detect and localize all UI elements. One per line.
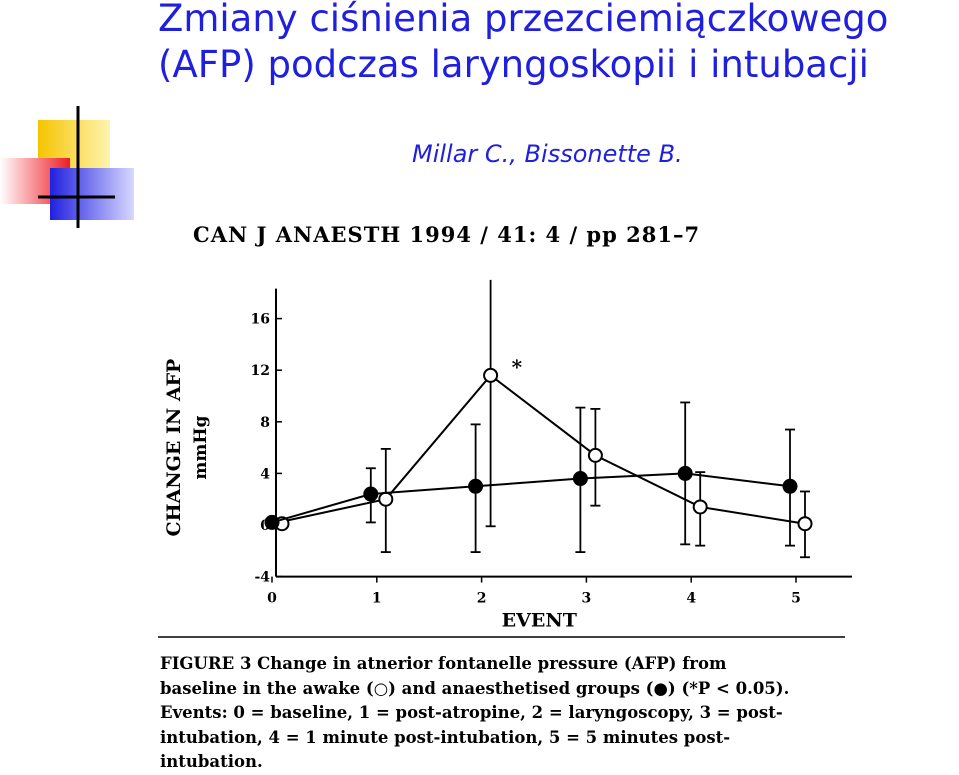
awake-data-point — [378, 491, 394, 507]
y-axis-unit: mmHg — [191, 416, 211, 480]
caption-line-5: intubation. — [160, 752, 263, 771]
significance-annotation: * — [512, 355, 523, 379]
y-tick-label: 8 — [260, 415, 270, 431]
x-tick-label: 1 — [372, 591, 382, 607]
anaesthetised-data-point — [363, 486, 379, 502]
x-tick-label: 2 — [477, 591, 487, 607]
anaesthetised-data-point — [264, 514, 280, 530]
awake-data-point — [797, 516, 813, 532]
y-axis-label: CHANGE IN AFP — [163, 359, 185, 537]
y-tick-label: 0 — [260, 518, 270, 534]
slide-title-line2: (AFP) podczas laryngoskopii i intubacji — [158, 43, 869, 86]
caption-line-2: baseline in the awake (○) and anaestheti… — [160, 678, 790, 698]
awake-data-point — [692, 499, 708, 515]
journal-reference: CAN J ANAESTH 1994 / 41: 4 / pp 281–7 — [193, 222, 701, 247]
y-tick-label: 4 — [260, 466, 270, 482]
anaesthetised-data-point — [677, 465, 693, 481]
y-tick-label: 12 — [251, 363, 270, 379]
y-tick-label: 16 — [251, 312, 270, 328]
x-tick-label: 3 — [582, 591, 592, 607]
x-axis-label: EVENT — [502, 610, 577, 632]
caption-line-1: FIGURE 3 Change in atnerior fontanelle p… — [160, 654, 727, 673]
x-tick-label: 4 — [686, 591, 696, 607]
caption-line-3: Events: 0 = baseline, 1 = post-atropine,… — [160, 703, 783, 722]
x-tick-label: 0 — [267, 591, 277, 607]
anaesthetised-data-point — [572, 471, 588, 487]
anaesthetised-data-point — [782, 478, 798, 494]
slide-title-line1: Zmiany ciśnienia przezciemiączkowego — [158, 0, 889, 40]
corner-decoration — [0, 106, 134, 228]
chart-marks — [264, 279, 813, 559]
author-line: Millar C., Bissonette B. — [412, 140, 683, 168]
y-tick-label: -4 — [254, 570, 270, 586]
anaesthetised-series-line — [271, 472, 791, 524]
x-tick-label: 5 — [791, 591, 801, 607]
awake-series-line — [271, 373, 806, 525]
awake-data-point — [587, 447, 603, 463]
slide-title: Zmiany ciśnienia przezciemiączkowego (AF… — [158, 0, 958, 88]
anaesthetised-data-point — [468, 478, 484, 494]
awake-data-point — [483, 367, 499, 383]
caption-line-4: intubation, 4 = 1 minute post-intubation… — [160, 727, 731, 747]
figure-caption: FIGURE 3 Change in atnerior fontanelle p… — [160, 652, 850, 775]
